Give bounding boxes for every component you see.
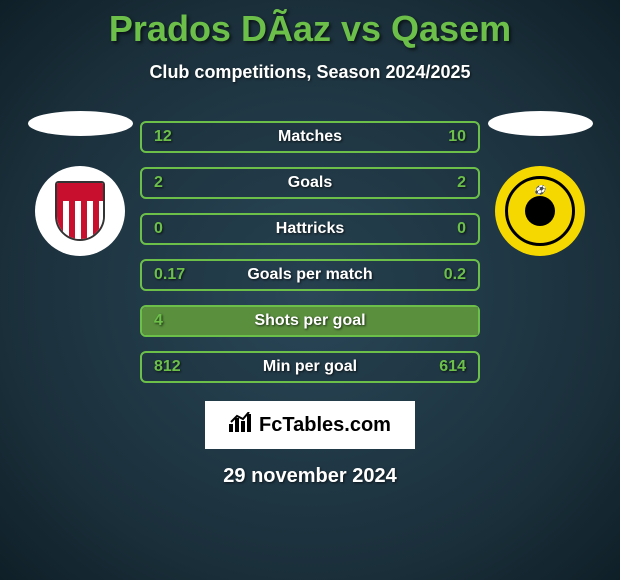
subtitle: Club competitions, Season 2024/2025 xyxy=(0,62,620,83)
player-left-column xyxy=(20,111,140,256)
stat-label: Min per goal xyxy=(263,358,357,376)
page-title: Prados DÃ­az vs Qasem xyxy=(0,8,620,50)
stat-bar: 812 Min per goal 614 xyxy=(140,351,480,383)
stat-value-left: 812 xyxy=(154,358,181,376)
stat-label: Goals per match xyxy=(247,266,372,284)
athletic-club-logo xyxy=(45,176,115,246)
chart-icon xyxy=(229,412,253,438)
stat-bar: 2 Goals 2 xyxy=(140,167,480,199)
stats-column: 12 Matches 10 2 Goals 2 0 Hattricks 0 0.17 Goals p… xyxy=(140,111,480,383)
stat-bar: 4 Shots per goal xyxy=(140,305,480,337)
main-area: 12 Matches 10 2 Goals 2 0 Hattricks 0 0.17 Goals p… xyxy=(0,111,620,383)
stat-value-right: 2 xyxy=(457,174,466,192)
club-logo-right: ⚽ xyxy=(495,166,585,256)
stat-label: Matches xyxy=(278,128,342,146)
stat-value-right: 0.2 xyxy=(444,266,466,284)
stat-bar: 0.17 Goals per match 0.2 xyxy=(140,259,480,291)
branding-text: FcTables.com xyxy=(259,414,391,437)
player-left-avatar xyxy=(28,111,133,136)
stat-label: Shots per goal xyxy=(254,312,365,330)
date-text: 29 november 2024 xyxy=(0,465,620,488)
stat-value-right: 0 xyxy=(457,220,466,238)
stat-value-left: 12 xyxy=(154,128,172,146)
stat-label: Goals xyxy=(288,174,332,192)
stat-value-right: 614 xyxy=(439,358,466,376)
stat-label: Hattricks xyxy=(276,220,344,238)
club-logo-left xyxy=(35,166,125,256)
elfsborg-logo: ⚽ xyxy=(505,176,575,246)
stat-value-right: 10 xyxy=(448,128,466,146)
stat-bar: 0 Hattricks 0 xyxy=(140,213,480,245)
stat-value-left: 0 xyxy=(154,220,163,238)
player-right-column: ⚽ xyxy=(480,111,600,256)
stat-value-left: 4 xyxy=(154,312,163,330)
stat-value-left: 2 xyxy=(154,174,163,192)
stat-bar: 12 Matches 10 xyxy=(140,121,480,153)
player-right-avatar xyxy=(488,111,593,136)
stat-value-left: 0.17 xyxy=(154,266,185,284)
branding-badge[interactable]: FcTables.com xyxy=(205,401,415,449)
